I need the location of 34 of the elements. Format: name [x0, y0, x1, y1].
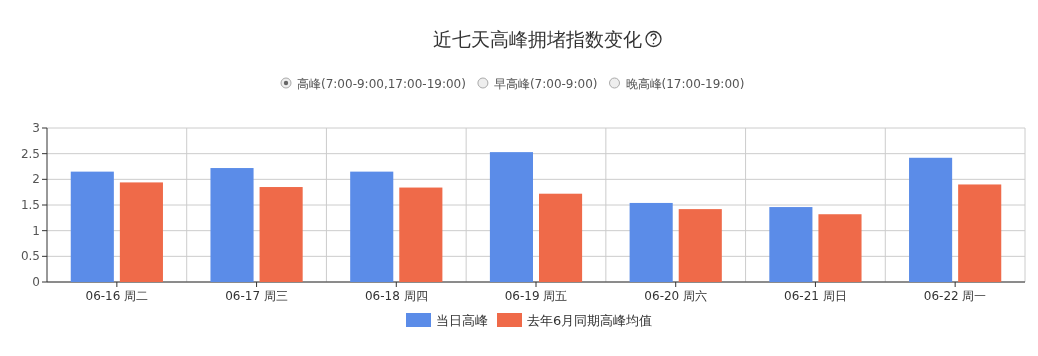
y-tick-label: 0.5 [20, 249, 40, 264]
bar [489, 152, 533, 282]
bar [818, 214, 862, 282]
y-tick-label: 3 [32, 121, 40, 135]
text: 早高峰(7:00-9:00) [493, 77, 598, 91]
y-tick-label: 0 [32, 275, 40, 289]
chart-title: 近七天高峰拥堵指数变化 [432, 28, 642, 50]
bar [629, 202, 673, 282]
y-tick-label: 1 [32, 223, 40, 238]
x-tick-label: 06-18 周四 [364, 289, 428, 303]
x-tick-label: 06-22 周一 [923, 289, 987, 303]
bar [259, 187, 303, 282]
bar [909, 157, 953, 282]
bar [958, 184, 1002, 282]
x-tick-label: 06-17 周三 [225, 289, 288, 303]
bar [539, 193, 583, 282]
bar [769, 207, 813, 282]
y-tick-label: 2 [32, 172, 40, 187]
legend-label: 当日高峰 [436, 313, 488, 328]
y-tick-label: 1.5 [20, 198, 40, 212]
legend-label: 去年6月同期高峰均值 [527, 313, 653, 328]
y-tick-label: 2.5 [20, 146, 40, 161]
x-tick-label: 06-19 周五 [504, 289, 568, 303]
x-tick-label: 06-21 周日 [784, 289, 847, 303]
bar [350, 171, 394, 282]
text: 晚高峰(17:00-19:00) [625, 77, 745, 91]
x-tick-label: 06-16 周二 [85, 289, 149, 303]
bar [399, 187, 443, 282]
bar [70, 171, 114, 282]
bar [210, 168, 254, 282]
text: 高峰(7:00-9:00,17:00-19:00) [297, 77, 466, 91]
bar [119, 182, 163, 282]
bar [678, 209, 722, 282]
x-tick-label: 06-20 周六 [644, 289, 708, 303]
